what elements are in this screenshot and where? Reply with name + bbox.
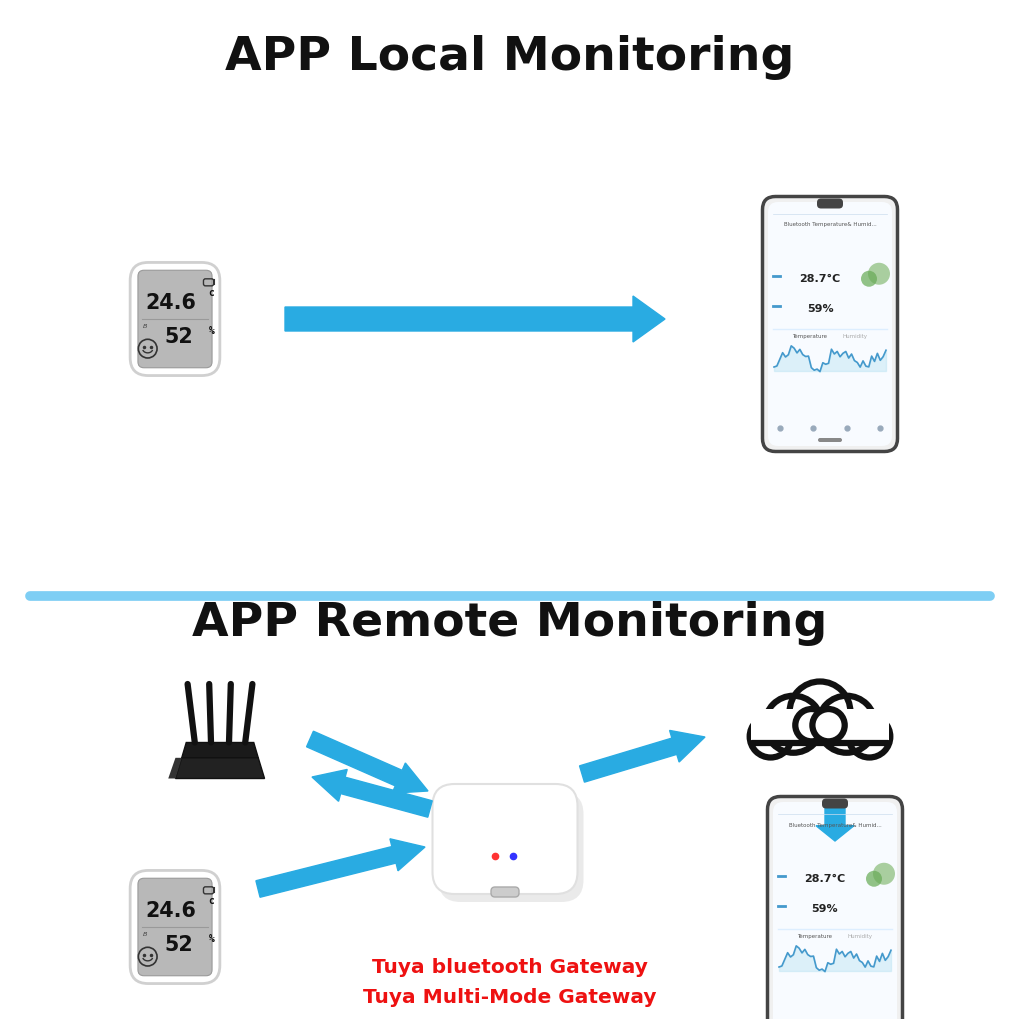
Polygon shape <box>181 743 258 758</box>
Text: Temperature: Temperature <box>797 933 832 938</box>
Polygon shape <box>307 732 428 794</box>
Text: %: % <box>209 326 214 335</box>
FancyBboxPatch shape <box>772 802 896 1019</box>
Text: 28.7°C: 28.7°C <box>799 274 840 284</box>
Text: 52: 52 <box>164 327 193 346</box>
Text: c: c <box>209 288 214 299</box>
Circle shape <box>811 709 844 742</box>
Polygon shape <box>312 769 432 817</box>
Polygon shape <box>284 297 664 342</box>
FancyBboxPatch shape <box>816 200 842 209</box>
Text: B: B <box>143 930 148 935</box>
FancyBboxPatch shape <box>490 888 519 897</box>
Text: APP Local Monitoring: APP Local Monitoring <box>225 36 794 81</box>
Bar <box>750 709 889 746</box>
Text: B: B <box>143 323 148 328</box>
Bar <box>750 715 889 744</box>
FancyBboxPatch shape <box>762 198 897 452</box>
Text: Bluetooth Temperature& Humid...: Bluetooth Temperature& Humid... <box>783 222 875 227</box>
Text: 24.6: 24.6 <box>146 900 197 920</box>
FancyBboxPatch shape <box>817 438 841 442</box>
Circle shape <box>749 716 791 758</box>
FancyBboxPatch shape <box>821 799 847 809</box>
FancyBboxPatch shape <box>138 878 212 976</box>
Text: %: % <box>209 933 214 943</box>
Circle shape <box>872 863 894 884</box>
FancyBboxPatch shape <box>130 870 220 983</box>
Text: APP Remote Monitoring: APP Remote Monitoring <box>193 601 826 646</box>
FancyBboxPatch shape <box>766 797 902 1019</box>
Circle shape <box>865 871 881 887</box>
Circle shape <box>795 709 826 742</box>
Text: Temperature: Temperature <box>792 334 826 339</box>
Text: 59%: 59% <box>806 304 833 314</box>
Circle shape <box>764 696 821 753</box>
Polygon shape <box>256 839 425 898</box>
FancyBboxPatch shape <box>138 271 212 369</box>
Circle shape <box>817 696 874 753</box>
FancyBboxPatch shape <box>767 203 892 446</box>
FancyBboxPatch shape <box>438 792 583 902</box>
Circle shape <box>789 682 850 743</box>
Circle shape <box>867 264 890 285</box>
Text: 59%: 59% <box>811 903 838 913</box>
Polygon shape <box>175 758 264 779</box>
Bar <box>818 717 820 734</box>
Polygon shape <box>815 807 853 841</box>
FancyBboxPatch shape <box>432 785 577 894</box>
Text: 52: 52 <box>164 934 193 954</box>
Text: Bluetooth Temperature& Humid...: Bluetooth Temperature& Humid... <box>788 821 880 826</box>
Text: c: c <box>209 896 214 906</box>
FancyBboxPatch shape <box>130 263 220 376</box>
Text: Tuya bluetooth Gateway: Tuya bluetooth Gateway <box>372 958 647 976</box>
Circle shape <box>848 716 890 758</box>
Polygon shape <box>579 731 704 783</box>
Polygon shape <box>168 758 181 779</box>
Text: 24.6: 24.6 <box>146 292 197 313</box>
Text: 28.7°C: 28.7°C <box>804 873 845 883</box>
Text: Humidity: Humidity <box>842 334 866 339</box>
Circle shape <box>860 271 876 287</box>
Text: Humidity: Humidity <box>847 933 871 938</box>
Text: Tuya Multi-Mode Gateway: Tuya Multi-Mode Gateway <box>363 987 656 1007</box>
